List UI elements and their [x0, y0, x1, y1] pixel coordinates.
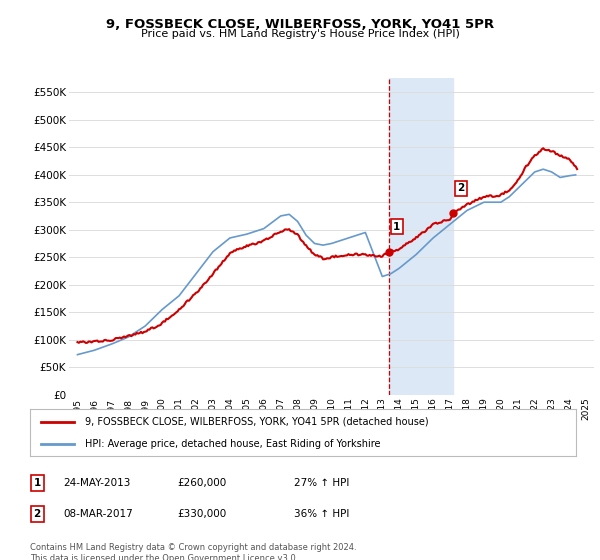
- Text: 24-MAY-2013: 24-MAY-2013: [63, 478, 130, 488]
- Text: 1: 1: [393, 222, 400, 232]
- Text: £260,000: £260,000: [177, 478, 226, 488]
- Text: 2: 2: [34, 509, 41, 519]
- Text: 1: 1: [34, 478, 41, 488]
- Text: 2: 2: [457, 183, 464, 193]
- Text: 08-MAR-2017: 08-MAR-2017: [63, 509, 133, 519]
- Bar: [389, 78, 453, 395]
- Text: Price paid vs. HM Land Registry's House Price Index (HPI): Price paid vs. HM Land Registry's House …: [140, 29, 460, 39]
- Text: Contains HM Land Registry data © Crown copyright and database right 2024.
This d: Contains HM Land Registry data © Crown c…: [30, 543, 356, 560]
- Text: 36% ↑ HPI: 36% ↑ HPI: [294, 509, 349, 519]
- Text: HPI: Average price, detached house, East Riding of Yorkshire: HPI: Average price, detached house, East…: [85, 438, 380, 449]
- Text: 9, FOSSBECK CLOSE, WILBERFOSS, YORK, YO41 5PR: 9, FOSSBECK CLOSE, WILBERFOSS, YORK, YO4…: [106, 18, 494, 31]
- Text: 9, FOSSBECK CLOSE, WILBERFOSS, YORK, YO41 5PR (detached house): 9, FOSSBECK CLOSE, WILBERFOSS, YORK, YO4…: [85, 417, 428, 427]
- Text: £330,000: £330,000: [177, 509, 226, 519]
- Text: 27% ↑ HPI: 27% ↑ HPI: [294, 478, 349, 488]
